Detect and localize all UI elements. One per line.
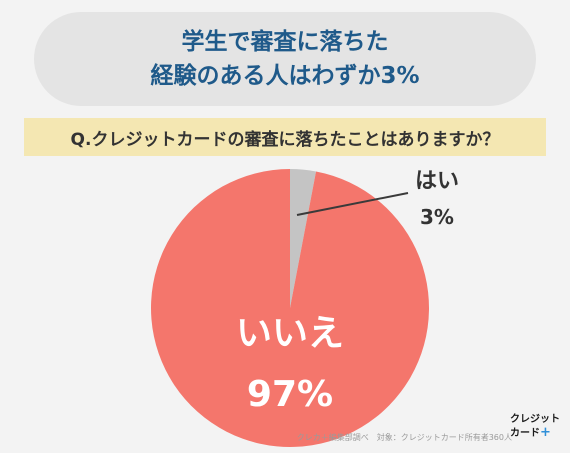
logo-line-2: カード+ [510,426,562,440]
header-banner: 学生で審査に落ちた 経験のある人はわずか3% [34,12,536,106]
source-note: クレカ＋編集部調べ 対象：クレジットカード所有者360人 [296,433,512,442]
brand-logo: クレジット カード+ [510,413,562,447]
yes-category-label: はい [415,169,459,194]
no-category-label: いいえ [236,313,344,354]
question-bar: Q.クレジットカードの審査に落ちたことはありますか？ [24,118,546,156]
no-value-label: 97% [247,374,333,415]
logo-line-1: クレジット [510,414,560,425]
logo-line-2-text: カード [510,428,540,439]
logo-plus-icon: + [540,425,551,440]
header-title-line-2: 経験のある人はわずか3% [150,63,420,89]
pie-slice-no [151,169,429,447]
yes-value-label: 3% [420,205,454,229]
yes-leader-line [296,192,409,216]
header-title-line-1: 学生で審査に落ちた [181,29,389,55]
question-text: Q.クレジットカードの審査に落ちたことはありますか？ [70,129,500,150]
pie-slice-yes [290,169,317,308]
